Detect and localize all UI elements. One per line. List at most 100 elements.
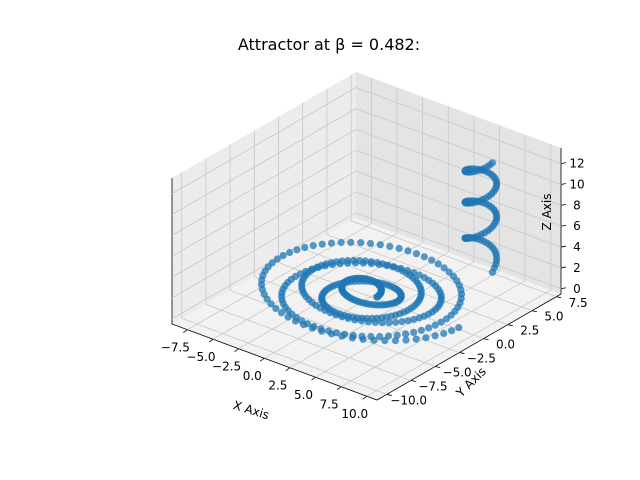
scatter-point xyxy=(437,318,445,326)
scatter-point xyxy=(301,243,309,252)
scatter-point xyxy=(366,239,375,248)
x-tick-label: 2.5 xyxy=(268,379,287,393)
z-axis-label: Z Axis xyxy=(540,194,554,231)
scatter-point xyxy=(300,321,308,329)
scatter-point xyxy=(348,334,356,342)
z-grid-line xyxy=(171,87,562,194)
scatter-point xyxy=(402,336,410,344)
scatter-point xyxy=(357,239,365,247)
z-tick-label: 6 xyxy=(573,219,581,233)
scatter-point xyxy=(328,330,336,338)
scatter-point xyxy=(355,257,364,265)
y-tick-label: 7.5 xyxy=(569,296,588,310)
z-tick-label: 12 xyxy=(569,157,584,171)
scatter-point xyxy=(272,304,280,312)
z-tick-mark xyxy=(560,245,567,248)
scatter-point xyxy=(410,315,418,323)
z-tick-label: 8 xyxy=(573,198,581,212)
scatter-point xyxy=(326,309,334,317)
z-tick-mark xyxy=(560,162,567,165)
scatter-point xyxy=(395,244,403,252)
x-tick-label: 5.0 xyxy=(294,388,313,402)
scatter-point xyxy=(308,324,316,332)
scatter-point xyxy=(351,316,359,324)
scatter-point xyxy=(415,314,423,322)
scatter-point xyxy=(338,257,346,265)
scatter-point xyxy=(469,199,477,207)
scatter-point xyxy=(393,331,401,339)
x-tick-mark xyxy=(260,357,265,362)
x-tick-label: −5.0 xyxy=(186,350,215,364)
scatter-point xyxy=(417,326,425,334)
scatter-point xyxy=(364,318,373,326)
x-grid-line xyxy=(366,144,552,397)
z-tick-mark xyxy=(560,266,567,269)
y-grid-line xyxy=(278,116,484,339)
y-tick-label: −10.0 xyxy=(390,393,427,407)
y-tick-mark xyxy=(556,296,562,299)
axis-ticks: −7.5−5.0−2.50.02.55.07.510.0−10.0−7.5−5.… xyxy=(161,157,588,422)
scatter-point xyxy=(332,311,340,319)
x-tick-label: 7.5 xyxy=(320,398,339,412)
y-grid-line xyxy=(350,74,557,298)
y-grid-line xyxy=(181,172,387,395)
x-tick-mark xyxy=(336,386,342,391)
scatter-point xyxy=(337,238,345,247)
x-tick-mark xyxy=(183,329,188,334)
scatter-point xyxy=(338,313,346,321)
y-grid-line xyxy=(326,88,533,312)
scatter-point xyxy=(402,330,410,338)
scatter-point xyxy=(398,318,406,326)
z-grid-line xyxy=(171,108,562,215)
y-grid-line xyxy=(253,130,460,353)
scatter-point xyxy=(440,329,448,337)
scatter-point xyxy=(420,253,428,261)
x-tick-label: 0.0 xyxy=(243,369,262,383)
scatter-point xyxy=(371,318,379,326)
scatter-point xyxy=(338,332,346,340)
x-tick-mark xyxy=(362,395,367,400)
x-axis-label: X Axis xyxy=(231,398,270,422)
scatter-point xyxy=(386,242,394,250)
scatter-point xyxy=(370,336,378,344)
scatter-point xyxy=(448,327,456,335)
y-grid-line xyxy=(205,158,412,381)
x-grid-line xyxy=(289,115,475,369)
scatter-point xyxy=(385,319,393,327)
axis-edges xyxy=(171,178,562,401)
y-tick-mark xyxy=(410,380,416,382)
scatter-point xyxy=(359,299,367,307)
x-tick-label: 10.0 xyxy=(341,407,368,421)
scatter-point xyxy=(286,248,294,257)
x-grid-line xyxy=(264,106,449,359)
scatter-point xyxy=(428,256,436,264)
y-tick-label: 5.0 xyxy=(544,310,563,324)
z-grid-line xyxy=(171,149,562,257)
scatter-point xyxy=(344,257,352,265)
floor-pane xyxy=(172,218,561,400)
scatter-point xyxy=(379,260,387,268)
scatter-point xyxy=(291,317,300,325)
z-tick-mark xyxy=(560,183,567,185)
scatter-point xyxy=(434,260,442,268)
scatter-point xyxy=(359,335,367,343)
z-tick-mark xyxy=(560,224,567,227)
y-tick-mark xyxy=(483,338,489,341)
z-tick-label: 10 xyxy=(569,178,584,192)
x-grid-line xyxy=(340,134,526,388)
scatter-point xyxy=(392,318,400,326)
scatter-point xyxy=(440,264,448,272)
scatter-point xyxy=(425,324,433,332)
x-grid-line xyxy=(187,77,372,331)
scatter-point xyxy=(455,324,463,332)
scatter-point xyxy=(422,334,430,342)
scatter-point xyxy=(412,335,420,343)
scatter-point xyxy=(378,319,386,327)
x-tick-mark xyxy=(208,338,214,343)
y-tick-mark xyxy=(507,324,513,327)
y-tick-label: −5.0 xyxy=(443,366,472,380)
scatter-point xyxy=(344,314,352,323)
scatter-point xyxy=(358,317,366,325)
scatter-point xyxy=(367,258,375,266)
